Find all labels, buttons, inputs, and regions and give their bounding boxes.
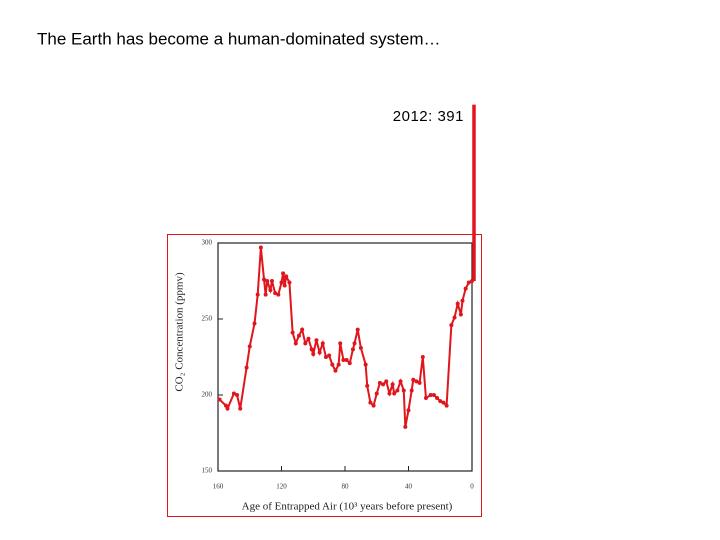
x-tick-label: 80 — [342, 483, 350, 491]
data-point — [314, 338, 319, 343]
data-point — [365, 383, 370, 388]
data-point — [414, 379, 419, 384]
data-point — [320, 341, 325, 346]
data-point — [428, 393, 433, 397]
x-tick-label: 0 — [470, 483, 474, 491]
plot-area — [217, 242, 473, 472]
data-line — [218, 247, 473, 428]
data-point — [327, 353, 332, 358]
data-point — [411, 377, 416, 382]
data-point — [403, 424, 408, 429]
data-point — [247, 344, 252, 349]
x-axis-label: Age of Entrapped Air (10³ years before p… — [242, 501, 453, 513]
y-tick-label: 200 — [202, 391, 213, 399]
data-point — [293, 341, 298, 346]
data-point — [458, 312, 463, 317]
data-point — [384, 379, 389, 384]
data-point — [395, 388, 400, 393]
data-point — [306, 336, 311, 341]
data-point — [444, 403, 449, 408]
data-point — [358, 345, 363, 350]
data-point — [268, 288, 273, 293]
data-point — [300, 327, 305, 332]
data-point — [374, 391, 379, 396]
y-axis-label: CO₂ Concentration (ppmv) — [174, 272, 186, 392]
data-point — [273, 291, 278, 296]
data-point — [276, 292, 281, 297]
data-point — [452, 315, 457, 320]
data-point — [323, 355, 328, 359]
data-point — [435, 396, 440, 401]
data-point — [217, 397, 222, 402]
data-point — [466, 280, 471, 285]
data-point — [347, 361, 352, 366]
data-point — [265, 279, 270, 283]
chart-frame — [167, 234, 482, 517]
data-point — [281, 271, 286, 276]
data-point — [244, 365, 249, 370]
data-point — [284, 274, 289, 279]
data-point — [420, 355, 425, 359]
data-point — [235, 393, 240, 397]
data-point — [441, 400, 446, 405]
data-point — [381, 382, 386, 387]
data-point — [431, 393, 436, 397]
data-point — [371, 403, 376, 408]
y-tick-label: 300 — [202, 239, 213, 247]
data-point — [377, 380, 382, 385]
data-point — [423, 396, 428, 401]
data-point — [317, 350, 322, 355]
x-tick-label: 40 — [405, 483, 413, 491]
slide-title: The Earth has become a human-dominated s… — [37, 29, 440, 48]
data-point — [336, 362, 341, 367]
data-point — [255, 292, 260, 297]
data-point — [263, 292, 268, 297]
data-point — [311, 351, 316, 356]
data-point — [406, 408, 411, 413]
data-point — [282, 283, 287, 288]
y-tick-label: 250 — [202, 315, 213, 323]
data-point — [463, 286, 468, 291]
data-point — [262, 277, 267, 282]
data-point — [449, 323, 454, 328]
x-tick-label: 160 — [213, 483, 224, 491]
data-point — [252, 321, 257, 326]
data-point — [438, 399, 443, 404]
data-point — [392, 391, 397, 396]
data-point — [352, 341, 357, 346]
data-point — [290, 330, 295, 335]
data-point — [287, 280, 292, 285]
data-point — [238, 406, 243, 411]
y-tick-label: 150 — [202, 467, 213, 475]
data-point — [333, 368, 338, 373]
data-point — [350, 347, 355, 352]
data-point — [409, 388, 414, 393]
data-point — [368, 400, 373, 405]
data-point — [309, 347, 314, 352]
data-point — [387, 391, 392, 396]
annotation-label: 2012: 391 — [393, 108, 464, 125]
data-point — [258, 245, 263, 250]
data-point — [398, 379, 403, 384]
data-point — [303, 341, 308, 346]
data-point — [460, 298, 465, 303]
data-point — [279, 280, 284, 285]
data-point — [363, 362, 368, 367]
data-point — [296, 333, 301, 338]
data-point — [390, 382, 395, 387]
data-point — [269, 279, 274, 283]
data-point — [417, 380, 422, 385]
x-tick-label: 120 — [276, 483, 287, 491]
data-point — [225, 406, 230, 411]
data-point — [231, 391, 236, 396]
data-point — [341, 358, 346, 363]
data-point — [344, 358, 349, 363]
data-point — [455, 301, 460, 306]
data-point — [355, 327, 360, 332]
data-point — [401, 388, 406, 393]
data-point — [330, 362, 335, 367]
data-point — [223, 403, 228, 408]
data-point — [338, 341, 343, 346]
